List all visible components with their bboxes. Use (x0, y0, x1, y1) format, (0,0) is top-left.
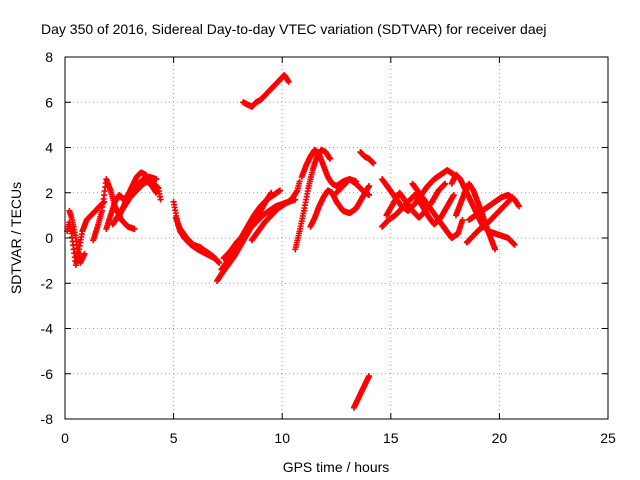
y-tick-label: 2 (45, 185, 53, 201)
data-point (214, 257, 221, 264)
series-track-02 (66, 207, 88, 266)
x-axis-label: GPS time / hours (283, 459, 390, 475)
data-point (366, 182, 373, 189)
series-track-06 (109, 178, 160, 228)
y-tick-label: 0 (45, 230, 53, 246)
y-tick-label: 8 (45, 49, 53, 65)
series-track-18 (357, 149, 377, 167)
y-axis-label: SDTVAR / TECUs (8, 182, 24, 294)
data-point (326, 155, 333, 162)
series-track-23 (409, 180, 466, 241)
x-tick-label: 10 (274, 430, 290, 446)
x-tick-label: 25 (600, 430, 616, 446)
data-point (157, 196, 164, 203)
series-track-16 (307, 182, 373, 230)
data-point (131, 225, 138, 232)
series-track-08 (172, 214, 221, 264)
y-tick-label: -4 (41, 321, 54, 337)
data-point (492, 246, 499, 253)
data-point (515, 203, 522, 210)
y-tick-label: -6 (41, 366, 54, 382)
series-track-13 (240, 72, 292, 110)
chart-title: Day 350 of 2016, Sidereal Day-to-day VTE… (41, 21, 547, 37)
data-point (370, 160, 377, 167)
series-track-19 (350, 373, 373, 411)
y-tick-label: 4 (45, 140, 53, 156)
data-point (81, 250, 88, 257)
data-point (511, 241, 518, 248)
y-tick-label: -8 (41, 411, 54, 427)
data-point (366, 192, 373, 199)
data-point (442, 180, 449, 187)
data-point (509, 194, 516, 201)
series-track-27 (463, 194, 516, 246)
data-point (459, 216, 466, 223)
data-point (450, 192, 457, 199)
tick-layer: 0 5 10 15 20 25 -8 -6 -4 -2 0 2 4 6 8 (41, 49, 616, 446)
data-point (153, 189, 160, 196)
data-point (366, 373, 373, 380)
y-tick-label: -2 (41, 275, 54, 291)
data-layer (64, 72, 522, 411)
data-point (153, 176, 160, 183)
series-track-12 (248, 178, 303, 244)
data-point (296, 178, 303, 185)
series-track-17 (333, 176, 373, 199)
x-tick-label: 5 (170, 430, 178, 446)
x-tick-label: 20 (492, 430, 508, 446)
x-tick-label: 15 (383, 430, 399, 446)
y-tick-label: 6 (45, 94, 53, 110)
data-point (277, 187, 284, 194)
x-tick-label: 0 (61, 430, 69, 446)
series-track-22 (383, 180, 449, 221)
data-point (285, 78, 292, 85)
